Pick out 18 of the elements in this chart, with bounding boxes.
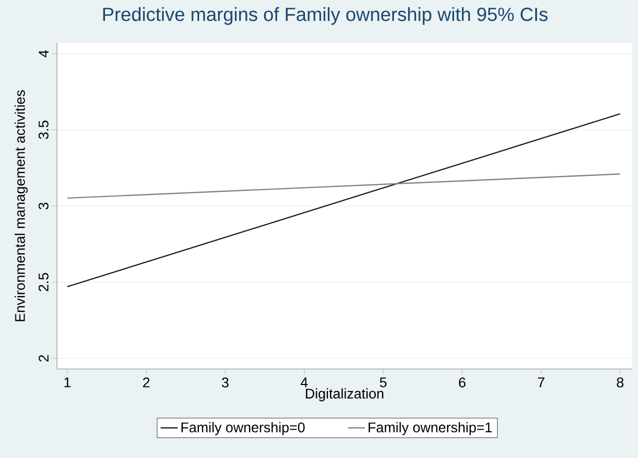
x-tick-label: 5 (380, 378, 387, 388)
y-tick-label: 2.5 (38, 273, 48, 292)
y-tick-label: 3 (38, 202, 48, 210)
y-tick-label: 3.5 (38, 120, 48, 140)
x-tick-label: 4 (300, 378, 308, 388)
x-tick-label: 3 (222, 378, 229, 388)
x-tick-label: 1 (64, 378, 70, 388)
y-tick-label: 2 (38, 355, 48, 362)
y-axis-title: Environmental management activities (14, 90, 28, 322)
legend-label: Family ownership=0 (182, 422, 305, 436)
x-tick-label: 6 (459, 378, 466, 388)
chart-title: Predictive margins of Family ownership with 95% CIs (103, 7, 548, 25)
x-tick-label: 7 (538, 378, 544, 388)
x-axis-title: Digitalization (306, 388, 384, 402)
y-tick-label: 4 (38, 50, 48, 58)
x-tick-label: 2 (143, 378, 150, 388)
legend-label: Family ownership=1 (368, 422, 492, 436)
x-tick-label: 8 (616, 378, 624, 388)
